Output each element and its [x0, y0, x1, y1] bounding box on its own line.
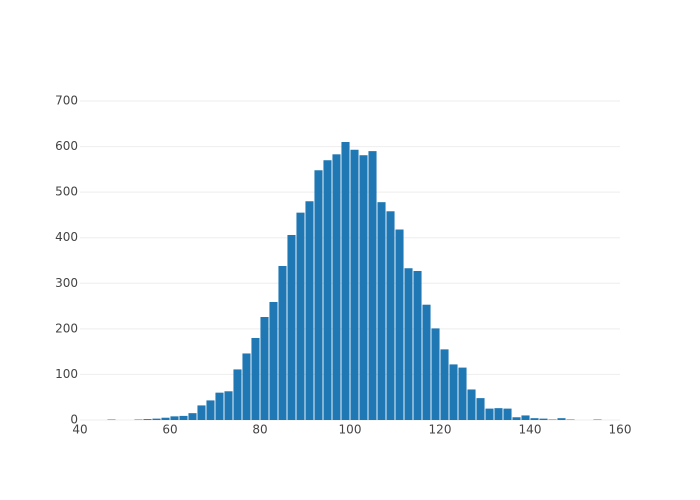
bar [512, 417, 521, 420]
bar [197, 405, 206, 420]
y-tick-label: 100 [55, 367, 78, 381]
bar [350, 149, 359, 421]
y-tick-label: 700 [55, 94, 78, 108]
bar [386, 211, 395, 420]
bar [278, 265, 287, 420]
x-tick-label: 140 [519, 423, 542, 437]
bar [368, 151, 377, 420]
bar [530, 418, 539, 420]
bar [242, 353, 251, 420]
bar [143, 419, 152, 420]
bar [206, 400, 215, 420]
bar [233, 369, 242, 420]
bar [422, 304, 431, 420]
bar [440, 349, 449, 420]
x-tick-label: 60 [162, 423, 177, 437]
bar [557, 418, 566, 420]
bar [332, 154, 341, 420]
bar [413, 270, 422, 420]
bar [188, 413, 197, 420]
bar [539, 418, 548, 420]
bar [314, 170, 323, 420]
bar [260, 317, 269, 420]
bar [449, 364, 458, 420]
bar [359, 155, 368, 421]
y-tick-label: 400 [55, 230, 78, 244]
bar [476, 398, 485, 420]
bar [305, 201, 314, 420]
bar [323, 160, 332, 420]
bar [404, 268, 413, 420]
y-tick-label: 300 [55, 276, 78, 290]
bar [494, 408, 503, 420]
y-tick-label: 500 [55, 185, 78, 199]
bar [296, 212, 305, 420]
bar [224, 391, 233, 420]
bar [287, 234, 296, 420]
x-tick-label: 120 [429, 423, 452, 437]
bar [179, 415, 188, 420]
bar [458, 367, 467, 420]
x-tick-label: 40 [72, 423, 87, 437]
x-tick-label: 100 [339, 423, 362, 437]
bar [431, 328, 440, 420]
bar [152, 418, 161, 420]
bar [341, 142, 350, 420]
bar [521, 415, 530, 420]
bar [215, 392, 224, 420]
x-tick-label: 80 [252, 423, 267, 437]
y-tick-label: 600 [55, 139, 78, 153]
bar [395, 229, 404, 420]
x-tick-label: 160 [609, 423, 632, 437]
bar [485, 408, 494, 420]
y-tick-label: 200 [55, 321, 78, 335]
bar [503, 408, 512, 420]
bar [161, 417, 170, 420]
bar [467, 389, 476, 420]
bar [251, 337, 260, 420]
y-tick-label: 0 [70, 413, 78, 427]
bar [377, 202, 386, 420]
bar [170, 416, 179, 420]
bar [269, 301, 278, 420]
